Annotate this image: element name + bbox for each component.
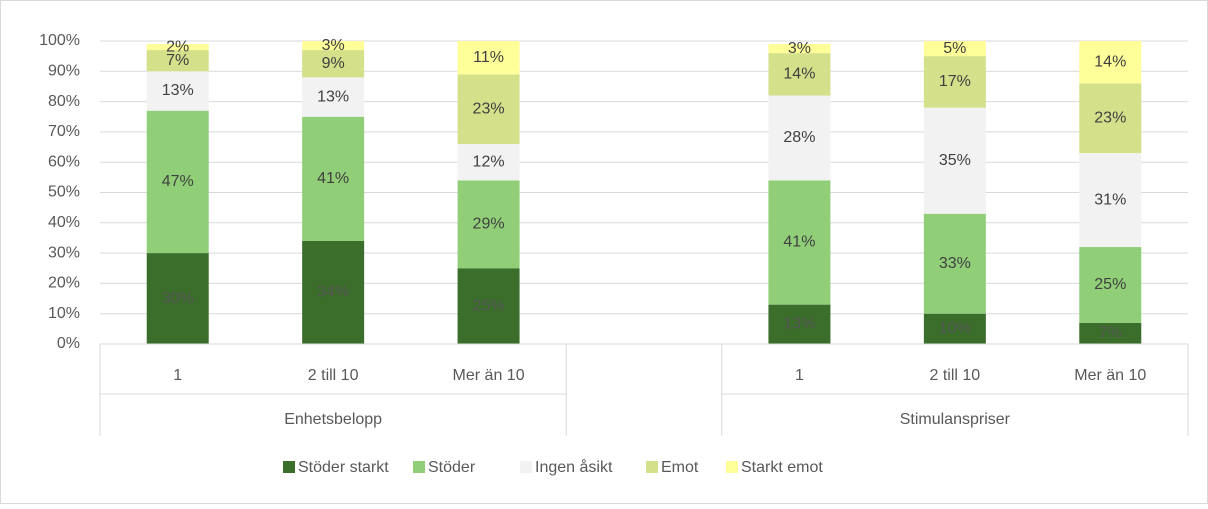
legend-label: Stöder starkt	[298, 459, 389, 476]
data-label: 13%	[317, 88, 349, 105]
data-label: 3%	[322, 37, 345, 54]
bar-segment	[457, 74, 520, 145]
x-tick-label: Mer än 10	[1074, 367, 1146, 384]
y-tick-label: 80%	[48, 93, 80, 110]
legend-label: Starkt emot	[741, 459, 823, 476]
y-tick-label: 30%	[48, 244, 80, 261]
legend-swatch	[283, 461, 295, 473]
x-tick-label: 1	[795, 367, 804, 384]
bar-segment	[457, 268, 520, 344]
y-tick-label: 0%	[57, 335, 80, 352]
bar-segment	[923, 41, 986, 57]
data-label: 3%	[788, 40, 811, 57]
bar-segment	[302, 77, 365, 117]
data-label: 7%	[1099, 325, 1122, 342]
legend-swatch	[413, 461, 425, 473]
legend-label: Emot	[661, 459, 699, 476]
bar-segment	[457, 41, 520, 75]
data-label: 10%	[939, 320, 971, 337]
bar-segment	[768, 44, 831, 54]
y-tick-label: 100%	[39, 32, 80, 49]
data-label: 9%	[322, 55, 345, 72]
data-label: 25%	[1094, 276, 1126, 293]
x-tick-label: 1	[173, 367, 182, 384]
bar-segment	[457, 144, 520, 181]
bar-segment	[302, 240, 365, 344]
data-label: 13%	[783, 316, 815, 333]
data-label: 17%	[939, 73, 971, 90]
y-tick-label: 20%	[48, 275, 80, 292]
x-tick-label: 2 till 10	[930, 367, 981, 384]
bar-segment	[1079, 83, 1142, 154]
data-label: 14%	[783, 66, 815, 83]
group-label: Stimulanspriser	[900, 411, 1011, 428]
data-label: 28%	[783, 129, 815, 146]
data-label: 33%	[939, 255, 971, 272]
data-label: 23%	[473, 100, 505, 117]
bar-segment	[768, 304, 831, 344]
bar-segment	[768, 95, 831, 181]
y-tick-label: 90%	[48, 63, 80, 80]
data-label: 13%	[162, 82, 194, 99]
y-tick-label: 50%	[48, 184, 80, 201]
y-tick-label: 60%	[48, 153, 80, 170]
bar-segment	[302, 50, 365, 78]
bar-segment	[1079, 153, 1142, 248]
data-label: 2%	[166, 38, 189, 55]
data-label: 5%	[943, 40, 966, 57]
bar-segment	[768, 180, 831, 305]
legend-swatch	[726, 461, 738, 473]
data-label: 29%	[473, 216, 505, 233]
legend-label: Ingen åsikt	[535, 458, 613, 476]
x-tick-label: 2 till 10	[308, 367, 359, 384]
bar-segment	[146, 50, 209, 72]
bar-segment	[923, 213, 986, 314]
data-label: 30%	[162, 290, 194, 307]
data-label: 11%	[473, 49, 504, 66]
y-tick-label: 10%	[48, 305, 80, 322]
data-label: 14%	[1094, 53, 1126, 70]
data-label: 7%	[166, 52, 189, 69]
bar-segment	[302, 116, 365, 241]
legend-swatch	[646, 461, 658, 473]
data-label: 25%	[473, 297, 505, 314]
legend-label: Stöder	[428, 459, 476, 476]
bar-segment	[302, 41, 365, 51]
bar-segment	[1079, 322, 1142, 344]
bar-segment	[146, 44, 209, 51]
data-label: 31%	[1094, 191, 1126, 208]
data-label: 23%	[1094, 109, 1126, 126]
bar-segment	[923, 107, 986, 214]
y-tick-label: 40%	[48, 214, 80, 231]
data-label: 12%	[473, 153, 505, 170]
data-label: 47%	[162, 173, 194, 190]
data-label: 34%	[317, 284, 349, 301]
data-label: 35%	[939, 152, 971, 169]
bar-segment	[1079, 247, 1142, 323]
bar-segment	[923, 56, 986, 108]
bar-segment	[457, 180, 520, 269]
y-tick-label: 70%	[48, 123, 80, 140]
data-label: 41%	[317, 170, 349, 187]
bar-segment	[146, 71, 209, 111]
bar-segment	[923, 313, 986, 344]
bar-segment	[768, 53, 831, 96]
data-label: 41%	[783, 234, 815, 251]
x-tick-label: Mer än 10	[453, 367, 525, 384]
bar-segment	[146, 110, 209, 254]
legend-swatch	[520, 461, 532, 473]
group-label: Enhetsbelopp	[284, 411, 382, 428]
bar-segment	[1079, 41, 1142, 84]
bar-segment	[146, 253, 209, 344]
